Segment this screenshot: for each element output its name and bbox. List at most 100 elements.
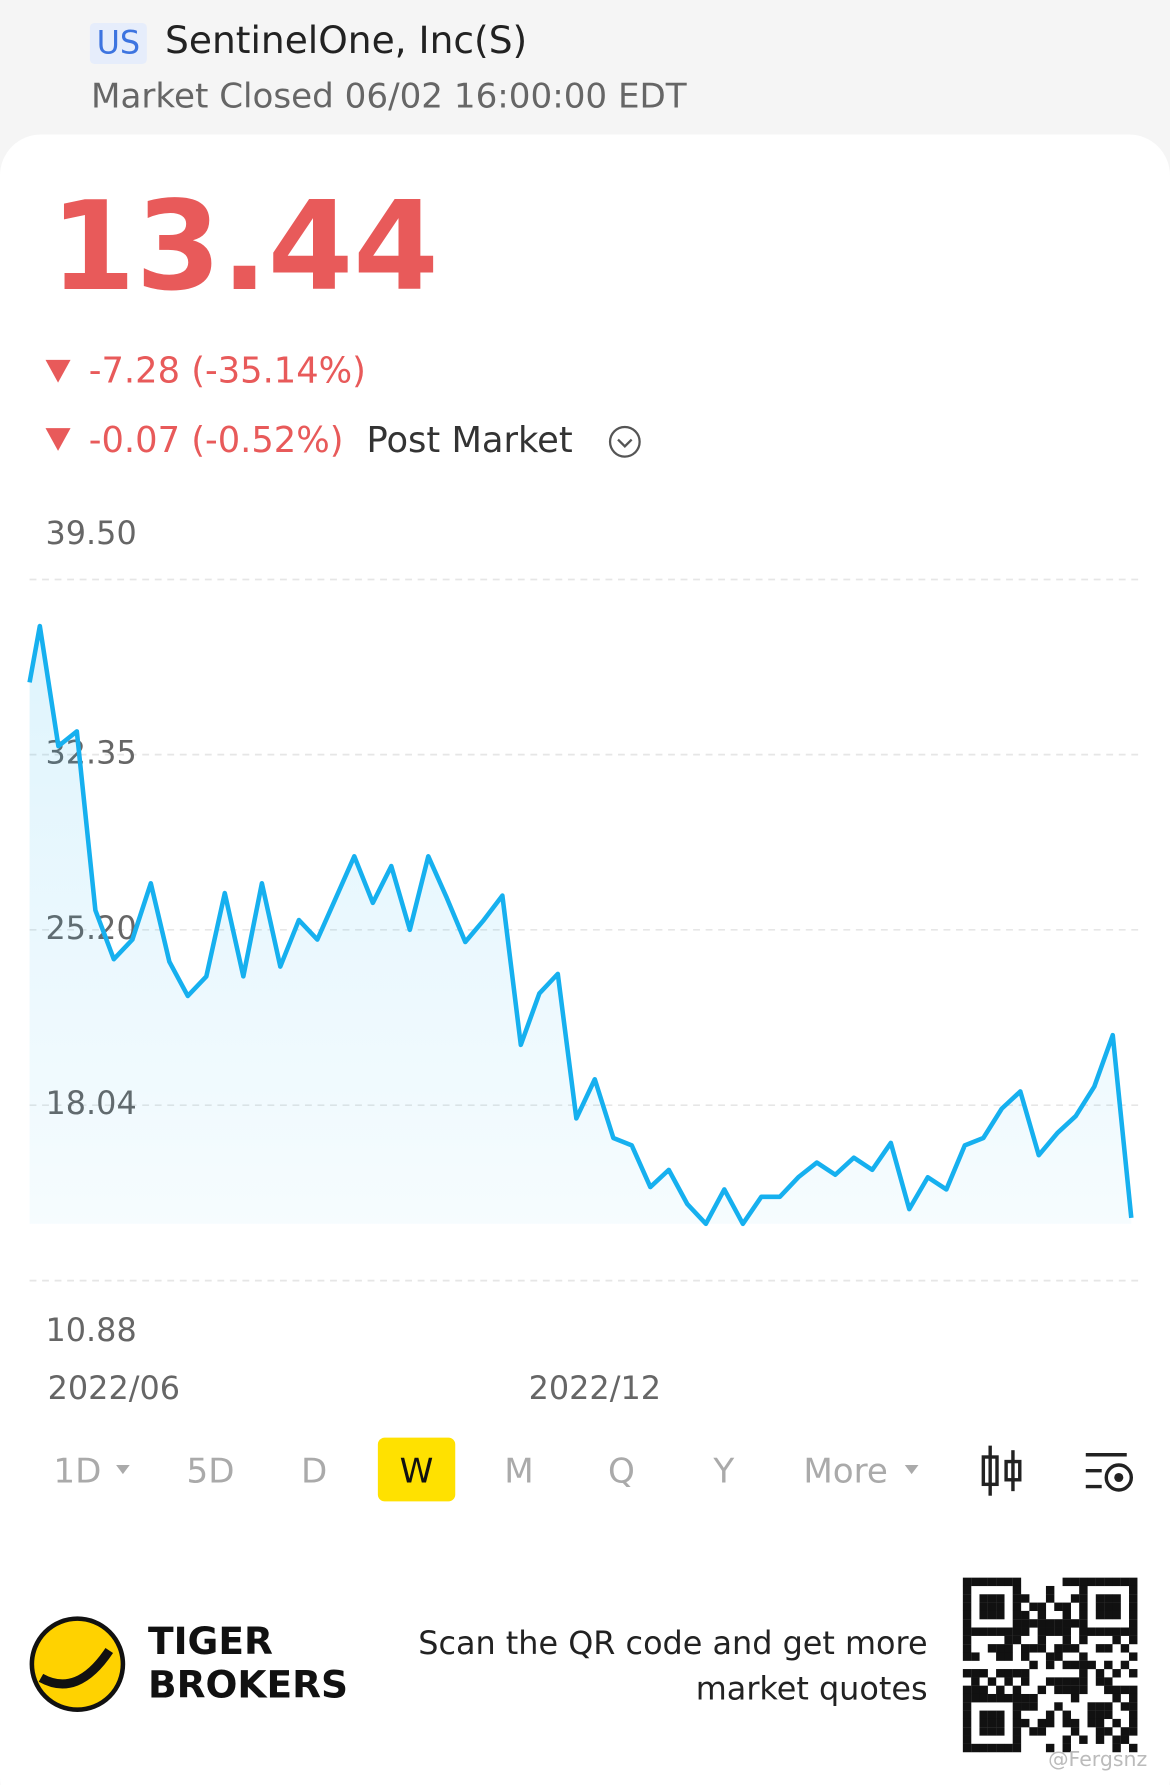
qr-module — [987, 1710, 997, 1720]
timeframe-tab[interactable]: 5D — [187, 1451, 235, 1491]
qr-module — [1004, 1577, 1013, 1587]
qr-module — [1129, 1635, 1138, 1645]
qr-module — [1004, 1652, 1013, 1661]
qr-module — [1129, 1702, 1138, 1711]
qr-module — [1095, 1577, 1105, 1587]
qr-module — [979, 1610, 988, 1620]
qr-module — [1104, 1677, 1113, 1686]
qr-module — [1062, 1619, 1071, 1628]
settings-icon[interactable] — [1085, 1453, 1134, 1492]
brand-name: TIGER — [148, 1619, 273, 1663]
qr-module — [1021, 1644, 1030, 1653]
qr-module — [979, 1669, 988, 1678]
qr-module — [1054, 1627, 1063, 1636]
qr-module — [1054, 1652, 1063, 1661]
qr-module — [979, 1577, 988, 1587]
qr-module — [1087, 1627, 1096, 1636]
qr-module — [987, 1693, 997, 1703]
qr-module — [1045, 1710, 1055, 1720]
scan-text: market quotes — [696, 1669, 928, 1707]
qr-module — [962, 1685, 972, 1695]
qr-module — [1104, 1702, 1113, 1711]
qr-module — [962, 1727, 972, 1736]
dropdown-icon[interactable] — [608, 425, 641, 458]
qr-module — [1087, 1660, 1096, 1670]
qr-module — [1095, 1702, 1105, 1711]
tab-caret — [116, 1464, 130, 1475]
timeframe-tab[interactable]: W — [400, 1451, 434, 1491]
qr-module — [962, 1602, 972, 1612]
candle-icon[interactable] — [981, 1445, 1022, 1496]
market-label: US — [97, 24, 141, 62]
qr-module — [962, 1627, 972, 1636]
qr-module — [962, 1585, 972, 1595]
qr-module — [1104, 1577, 1113, 1587]
qr-module — [1079, 1652, 1088, 1661]
qr-module — [962, 1693, 972, 1703]
price: 13.44 — [50, 175, 439, 318]
qr-module — [1012, 1585, 1022, 1595]
qr-module — [1079, 1594, 1088, 1603]
qr-module — [971, 1652, 980, 1661]
qr-module — [1054, 1644, 1063, 1653]
qr-module — [1037, 1685, 1047, 1695]
qr-module — [971, 1577, 980, 1587]
qr-module — [1029, 1727, 1038, 1736]
qr-module — [1120, 1644, 1130, 1653]
timeframe-tab[interactable]: 1D — [53, 1451, 101, 1491]
qr-module — [1021, 1594, 1030, 1603]
qr-module — [996, 1727, 1005, 1736]
timeframe-tab[interactable]: Y — [712, 1451, 734, 1491]
qr-module — [1087, 1710, 1096, 1720]
qr-module — [1012, 1702, 1022, 1711]
qr-module — [1104, 1710, 1113, 1720]
qr-module — [1012, 1577, 1022, 1587]
qr-module — [1021, 1718, 1030, 1728]
qr-module — [987, 1718, 997, 1728]
qr-module — [1104, 1644, 1113, 1653]
qr-module — [1112, 1669, 1121, 1678]
qr-module — [1054, 1602, 1063, 1612]
qr-module — [1037, 1619, 1047, 1628]
qr-module — [1045, 1619, 1055, 1628]
qr-module — [1120, 1660, 1130, 1670]
qr-module — [1120, 1702, 1130, 1711]
qr-module — [1087, 1702, 1096, 1711]
qr-module — [996, 1610, 1005, 1620]
qr-module — [1104, 1602, 1113, 1612]
qr-module — [1012, 1693, 1022, 1703]
qr-module — [996, 1627, 1005, 1636]
qr-module — [1045, 1594, 1055, 1603]
qr-module — [971, 1669, 980, 1678]
qr-module — [1037, 1727, 1047, 1736]
qr-module — [1129, 1619, 1138, 1628]
dropdown-chevron — [617, 438, 633, 448]
qr-module — [1079, 1602, 1088, 1612]
qr-module — [1012, 1718, 1022, 1728]
timeframe-tab[interactable]: D — [301, 1451, 327, 1491]
qr-module — [1112, 1594, 1121, 1603]
timeframe-tab[interactable]: More — [803, 1451, 888, 1491]
toolbar: 1D 5D D W M Q Y More — [53, 1437, 919, 1502]
qr-module — [1012, 1602, 1022, 1612]
qr-module — [1062, 1718, 1071, 1728]
qr-module — [1104, 1727, 1113, 1736]
qr-module — [1012, 1619, 1022, 1628]
qr-module — [1070, 1594, 1080, 1603]
qr-module — [1037, 1627, 1047, 1636]
timeframe-tab[interactable]: Q — [608, 1451, 635, 1491]
qr-module — [1129, 1577, 1138, 1587]
y-tick-label: 39.50 — [46, 514, 137, 552]
qr-module — [1045, 1660, 1055, 1670]
qr-module — [1029, 1602, 1038, 1612]
qr-module — [1021, 1677, 1030, 1686]
qr-module — [979, 1710, 988, 1720]
timeframe-tab[interactable]: M — [504, 1451, 533, 1491]
qr-module — [987, 1743, 997, 1753]
qr-module — [1104, 1594, 1113, 1603]
qr-module — [987, 1727, 997, 1736]
qr-module — [1095, 1610, 1105, 1620]
stock-name: SentinelOne, Inc(S) — [165, 18, 527, 62]
qr-module — [1070, 1685, 1080, 1695]
